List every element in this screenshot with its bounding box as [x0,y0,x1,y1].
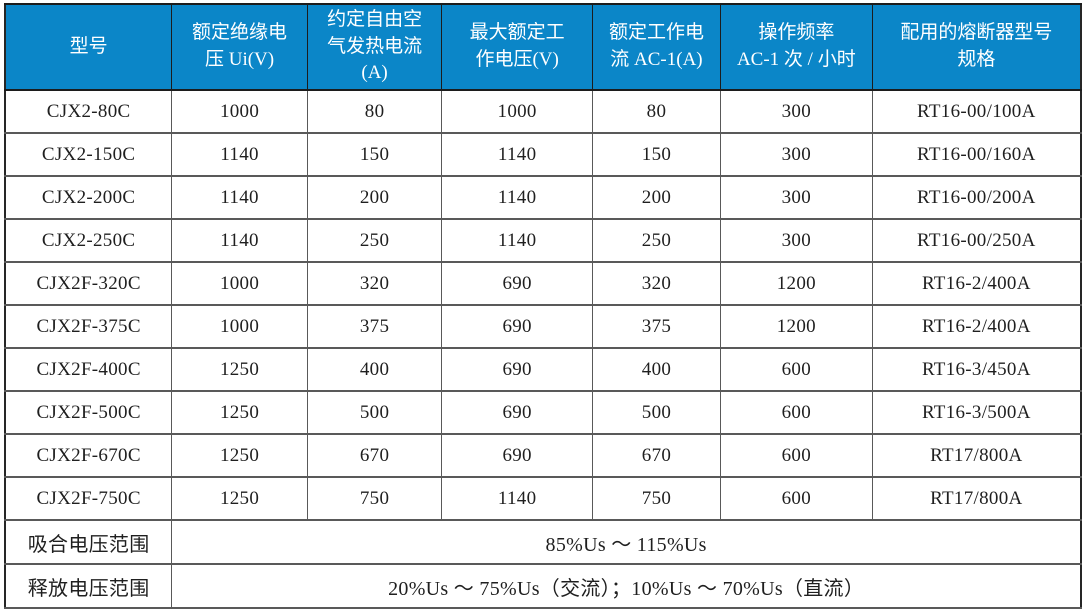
cell-operation-frequency: 300 [719,175,873,220]
column-header-rated-insulation-voltage: 额定绝缘电 压 Ui(V) [171,3,308,91]
table-row: CJX2F-320C 1000 320 690 320 1200 RT16-2/… [4,261,1082,306]
cell-fuse-spec: RT16-2/400A [871,261,1082,306]
cell-free-air-thermal-current: 150 [306,132,443,177]
cell-fuse-spec: RT16-00/250A [871,218,1082,263]
footer-value-release-voltage: 20%Us ～ 75%Us（交流）；10%Us ～ 70%Us（直流） [171,563,1082,609]
cell-free-air-thermal-current: 400 [306,347,443,392]
header-row: 型号 额定绝缘电 压 Ui(V) 约定自由空 气发热电流 (A) 最大额定工 作… [4,3,1082,91]
cell-rated-working-current: 80 [591,89,721,134]
cell-operation-frequency: 600 [719,347,873,392]
footer-row-release-voltage: 释放电压范围 20%Us ～ 75%Us（交流）；10%Us ～ 70%Us（直… [4,563,1082,609]
cell-model: CJX2F-400C [4,347,173,392]
table-row: CJX2-80C 1000 80 1000 80 300 RT16-00/100… [4,89,1082,134]
cell-max-working-voltage: 1140 [441,476,593,521]
cell-rated-insulation-voltage: 1140 [171,175,308,220]
cell-max-working-voltage: 690 [441,304,593,349]
table-row: CJX2-150C 1140 150 1140 150 300 RT16-00/… [4,132,1082,177]
table-footer: 吸合电压范围 85%Us ～ 115%Us 释放电压范围 20%Us ～ 75%… [4,519,1082,609]
table-row: CJX2F-375C 1000 375 690 375 1200 RT16-2/… [4,304,1082,349]
cell-max-working-voltage: 690 [441,261,593,306]
table-body: CJX2-80C 1000 80 1000 80 300 RT16-00/100… [4,89,1082,521]
table-row: CJX2F-400C 1250 400 690 400 600 RT16-3/4… [4,347,1082,392]
table-row: CJX2-200C 1140 200 1140 200 300 RT16-00/… [4,175,1082,220]
cell-fuse-spec: RT16-00/160A [871,132,1082,177]
cell-fuse-spec: RT16-3/450A [871,347,1082,392]
table-row: CJX2F-670C 1250 670 690 670 600 RT17/800… [4,433,1082,478]
cell-free-air-thermal-current: 500 [306,390,443,435]
cell-rated-insulation-voltage: 1140 [171,132,308,177]
cell-fuse-spec: RT17/800A [871,476,1082,521]
cell-rated-working-current: 375 [591,304,721,349]
cell-rated-working-current: 200 [591,175,721,220]
cell-rated-insulation-voltage: 1250 [171,476,308,521]
cell-fuse-spec: RT17/800A [871,433,1082,478]
cell-max-working-voltage: 690 [441,390,593,435]
cell-operation-frequency: 600 [719,390,873,435]
cell-fuse-spec: RT16-00/200A [871,175,1082,220]
cell-operation-frequency: 300 [719,89,873,134]
cell-free-air-thermal-current: 750 [306,476,443,521]
table-header: 型号 额定绝缘电 压 Ui(V) 约定自由空 气发热电流 (A) 最大额定工 作… [4,3,1082,91]
cell-rated-working-current: 500 [591,390,721,435]
cell-max-working-voltage: 1140 [441,132,593,177]
cell-operation-frequency: 300 [719,132,873,177]
cell-rated-insulation-voltage: 1250 [171,347,308,392]
cell-model: CJX2F-670C [4,433,173,478]
cell-rated-insulation-voltage: 1000 [171,261,308,306]
cell-rated-working-current: 750 [591,476,721,521]
cell-model: CJX2-200C [4,175,173,220]
cell-rated-insulation-voltage: 1250 [171,390,308,435]
cell-operation-frequency: 600 [719,433,873,478]
cell-rated-working-current: 400 [591,347,721,392]
footer-label-release-voltage: 释放电压范围 [4,563,173,609]
cell-model: CJX2F-320C [4,261,173,306]
cell-fuse-spec: RT16-00/100A [871,89,1082,134]
column-header-max-working-voltage: 最大额定工 作电压(V) [441,3,593,91]
column-header-fuse-spec: 配用的熔断器型号 规格 [871,3,1082,91]
cell-rated-working-current: 150 [591,132,721,177]
footer-value-pickup-voltage: 85%Us ～ 115%Us [171,519,1082,565]
cell-rated-insulation-voltage: 1000 [171,89,308,134]
footer-label-pickup-voltage: 吸合电压范围 [4,519,173,565]
column-header-operation-frequency: 操作频率 AC-1 次 / 小时 [719,3,873,91]
cell-free-air-thermal-current: 80 [306,89,443,134]
cell-rated-working-current: 250 [591,218,721,263]
cell-max-working-voltage: 690 [441,347,593,392]
cell-free-air-thermal-current: 375 [306,304,443,349]
cell-operation-frequency: 600 [719,476,873,521]
cell-model: CJX2-250C [4,218,173,263]
contactor-spec-table: 型号 额定绝缘电 压 Ui(V) 约定自由空 气发热电流 (A) 最大额定工 作… [4,3,1082,609]
cell-free-air-thermal-current: 670 [306,433,443,478]
cell-max-working-voltage: 1140 [441,218,593,263]
cell-rated-insulation-voltage: 1140 [171,218,308,263]
table-row: CJX2-250C 1140 250 1140 250 300 RT16-00/… [4,218,1082,263]
cell-rated-insulation-voltage: 1000 [171,304,308,349]
column-header-model: 型号 [4,3,173,91]
column-header-free-air-thermal-current: 约定自由空 气发热电流 (A) [306,3,443,91]
cell-operation-frequency: 1200 [719,261,873,306]
cell-fuse-spec: RT16-3/500A [871,390,1082,435]
cell-free-air-thermal-current: 250 [306,218,443,263]
cell-operation-frequency: 300 [719,218,873,263]
column-header-rated-working-current: 额定工作电 流 AC-1(A) [591,3,721,91]
cell-model: CJX2F-375C [4,304,173,349]
cell-max-working-voltage: 1000 [441,89,593,134]
cell-free-air-thermal-current: 200 [306,175,443,220]
cell-free-air-thermal-current: 320 [306,261,443,306]
cell-operation-frequency: 1200 [719,304,873,349]
cell-rated-working-current: 320 [591,261,721,306]
table-row: CJX2F-750C 1250 750 1140 750 600 RT17/80… [4,476,1082,521]
cell-rated-working-current: 670 [591,433,721,478]
cell-max-working-voltage: 1140 [441,175,593,220]
cell-model: CJX2F-750C [4,476,173,521]
cell-model: CJX2-80C [4,89,173,134]
cell-fuse-spec: RT16-2/400A [871,304,1082,349]
table-row: CJX2F-500C 1250 500 690 500 600 RT16-3/5… [4,390,1082,435]
cell-model: CJX2F-500C [4,390,173,435]
cell-rated-insulation-voltage: 1250 [171,433,308,478]
footer-row-pickup-voltage: 吸合电压范围 85%Us ～ 115%Us [4,519,1082,565]
cell-model: CJX2-150C [4,132,173,177]
cell-max-working-voltage: 690 [441,433,593,478]
